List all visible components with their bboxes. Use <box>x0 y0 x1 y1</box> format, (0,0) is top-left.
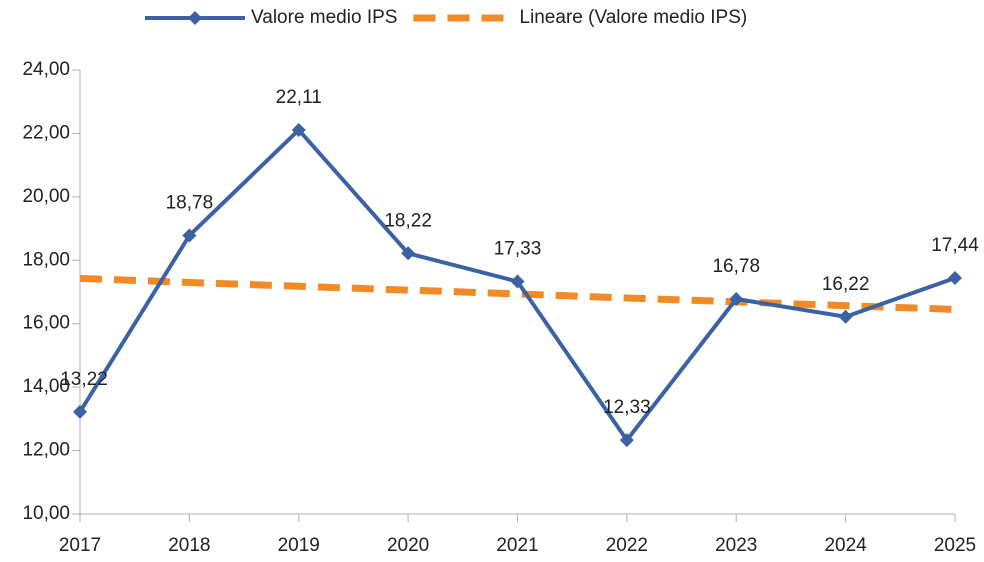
x-tick-label: 2020 <box>387 535 429 556</box>
y-tick-label: 24,00 <box>22 59 70 80</box>
x-tick-label: 2018 <box>168 535 210 556</box>
y-tick-label: 18,00 <box>22 249 70 270</box>
data-label: 12,33 <box>603 397 651 418</box>
point-marker <box>73 404 87 419</box>
x-tick-label: 2017 <box>59 535 101 556</box>
y-tick-label: 12,00 <box>22 440 70 461</box>
x-tick-label: 2019 <box>278 535 320 556</box>
point-marker <box>948 271 962 286</box>
trend-line <box>79 274 956 313</box>
data-label: 16,22 <box>822 274 870 295</box>
x-tick-label: 2025 <box>934 535 976 556</box>
data-label: 17,33 <box>494 239 542 260</box>
point-marker <box>838 309 853 324</box>
point-marker <box>729 291 744 306</box>
data-label: 13,22 <box>60 369 108 390</box>
legend: Valore medio IPS Lineare (Valore medio IP… <box>145 7 747 28</box>
data-label: 17,44 <box>931 235 979 256</box>
data-label: 18,22 <box>384 210 432 231</box>
data-label: 16,78 <box>712 256 760 277</box>
legend-label: Lineare (Valore medio IPS) <box>519 7 747 28</box>
point-marker <box>291 122 306 137</box>
x-tick-label: 2022 <box>606 535 648 556</box>
y-tick-label: 20,00 <box>22 186 70 207</box>
y-tick-label: 16,00 <box>22 313 70 334</box>
point-marker <box>619 433 634 448</box>
point-marker <box>510 274 525 289</box>
legend-marker <box>188 11 202 25</box>
point-marker <box>182 228 197 243</box>
y-tick-label: 14,00 <box>22 376 70 397</box>
legend-label: Valore medio IPS <box>251 7 397 28</box>
x-tick-label: 2024 <box>824 535 867 556</box>
point-marker <box>401 246 416 261</box>
x-tick-label: 2023 <box>715 535 757 556</box>
y-tick-label: 10,00 <box>22 503 70 524</box>
y-tick-label: 22,00 <box>22 122 70 143</box>
data-label: 18,78 <box>166 193 214 214</box>
data-label: 22,11 <box>276 87 322 108</box>
x-tick-label: 2021 <box>496 535 538 556</box>
